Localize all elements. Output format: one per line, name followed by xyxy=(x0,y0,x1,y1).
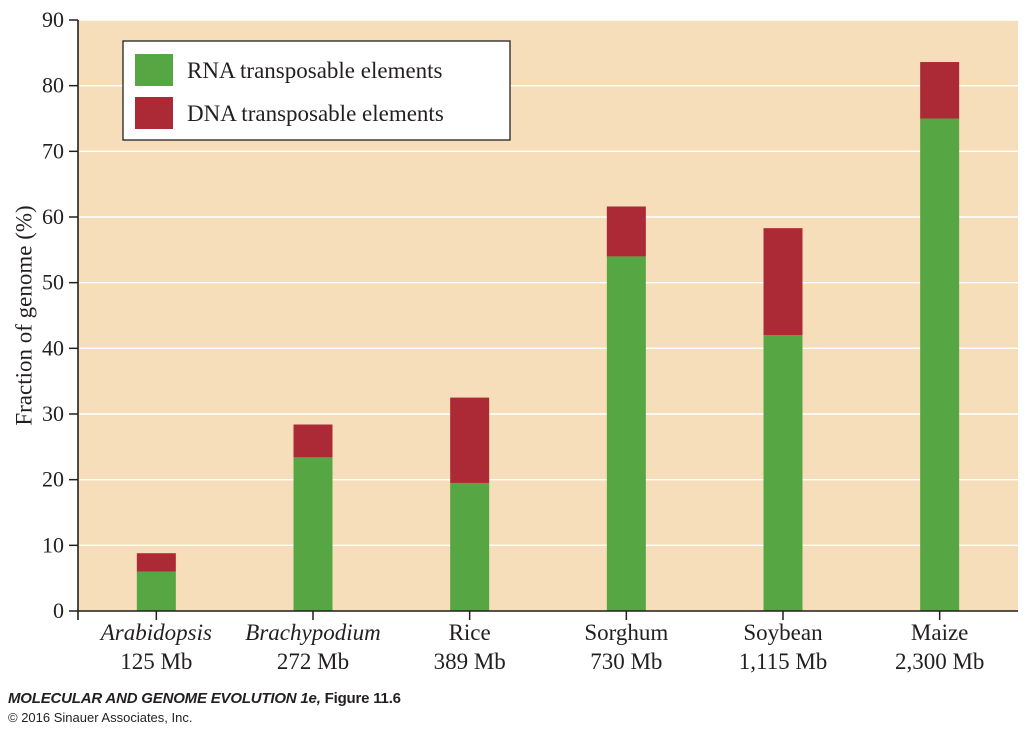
bar-dna-rice xyxy=(450,397,490,483)
x-tick-label: Arabidopsis xyxy=(99,620,212,645)
bar-dna-soybean xyxy=(763,228,803,336)
legend-swatch xyxy=(135,54,173,86)
y-axis-title: Fraction of genome (%) xyxy=(11,205,36,425)
genome-size-label: 1,115 Mb xyxy=(739,649,828,674)
axes xyxy=(69,19,1018,620)
y-tick-label: 20 xyxy=(42,467,64,492)
bar-rna-soybean xyxy=(763,335,803,611)
bar-dna-brachypodium xyxy=(293,424,333,458)
y-tick-label: 80 xyxy=(42,73,64,98)
x-tick-label: Rice xyxy=(449,620,491,645)
genome-size-label: 125 Mb xyxy=(120,649,192,674)
y-tick-label: 10 xyxy=(42,532,64,557)
legend: RNA transposable elements DNA transposabl… xyxy=(122,40,511,141)
x-tick-label: Sorghum xyxy=(584,620,668,645)
bar-rna-sorghum xyxy=(606,256,646,611)
figure-number: Figure 11.6 xyxy=(324,690,401,707)
stacked-bar-chart: 0 10 20 30 40 50 60 70 80 90 Arabidopsis 125 Mb Brac… xyxy=(11,7,1018,674)
bar-dna-maize xyxy=(920,62,960,119)
y-tick-label: 70 xyxy=(42,138,64,163)
y-tick-label: 50 xyxy=(42,270,64,295)
bar-rna-rice xyxy=(450,482,490,611)
legend-label: DNA transposable elements xyxy=(187,101,444,126)
y-tick-label: 60 xyxy=(42,204,64,229)
bars xyxy=(136,62,960,611)
genome-size-label: 389 Mb xyxy=(434,649,506,674)
labels: 0 10 20 30 40 50 60 70 80 90 Arabidopsis 125 Mb Brac… xyxy=(42,7,984,674)
y-tick-label: 40 xyxy=(42,335,64,360)
y-tick-label: 90 xyxy=(42,7,64,32)
bar-rna-brachypodium xyxy=(293,457,333,611)
x-tick-label: Maize xyxy=(911,620,968,645)
y-tick-label: 30 xyxy=(42,401,64,426)
genome-size-label: 272 Mb xyxy=(277,649,349,674)
genome-size-label: 2,300 Mb xyxy=(895,649,984,674)
y-tick-label: 0 xyxy=(53,598,64,623)
legend-box xyxy=(122,40,511,141)
bar-dna-arabidopsis xyxy=(136,553,176,572)
x-tick-label: Soybean xyxy=(743,620,823,645)
bar-rna-maize xyxy=(920,118,960,611)
copyright: © 2016 Sinauer Associates, Inc. xyxy=(8,710,193,725)
legend-swatch xyxy=(135,97,173,129)
figure-credit: MOLECULAR AND GENOME EVOLUTION 1e, Figur… xyxy=(8,690,401,707)
bar-dna-sorghum xyxy=(606,206,646,257)
x-tick-label: Brachypodium xyxy=(245,620,380,645)
genome-size-label: 730 Mb xyxy=(590,649,662,674)
legend-label: RNA transposable elements xyxy=(187,58,443,83)
book-title: MOLECULAR AND GENOME EVOLUTION 1e, xyxy=(8,690,321,707)
bar-rna-arabidopsis xyxy=(136,571,176,611)
